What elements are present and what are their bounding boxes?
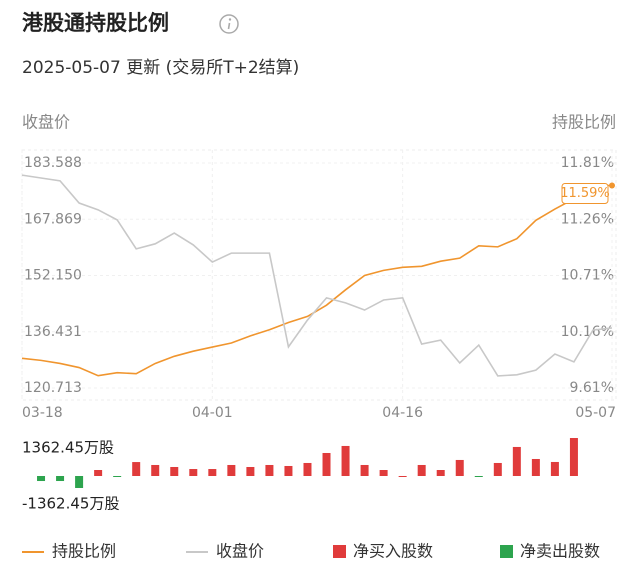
bar [360, 464, 369, 476]
bar [531, 458, 540, 476]
bar-tick-label: 1362.45万股 [22, 439, 114, 457]
y2-tick-label: 10.71% [561, 268, 614, 284]
y-tick-label: 120.713 [24, 380, 82, 396]
y-tick-label: 167.869 [24, 211, 82, 227]
bar [265, 464, 274, 476]
bar [436, 470, 445, 476]
series-line [21, 184, 612, 377]
title: 港股通持股比例 [22, 11, 169, 35]
end-dot [609, 182, 615, 189]
x-tick-label: 05-07 [575, 405, 616, 421]
y2-axis-label: 持股比例 [552, 113, 616, 132]
y2-tick-label: 11.26% [561, 211, 614, 227]
bar [474, 476, 483, 477]
bar [455, 459, 464, 476]
bar [56, 476, 65, 482]
bar [37, 476, 46, 482]
y-tick-label: 152.150 [24, 268, 82, 284]
value-label: 11.59% [560, 186, 610, 201]
bar [512, 446, 521, 476]
info-circle [219, 14, 239, 34]
info-icon[interactable] [219, 14, 239, 34]
bar [227, 464, 236, 476]
bar [189, 469, 198, 476]
y-tick-label: 183.588 [24, 155, 82, 171]
series-line [21, 174, 613, 377]
bar [341, 445, 350, 476]
bar [94, 470, 103, 476]
info-stem [227, 22, 231, 30]
value-label-box [561, 183, 609, 204]
bar [398, 476, 407, 477]
y2-tick-label: 11.81% [561, 155, 614, 171]
bar [246, 466, 255, 476]
legend-swatch [500, 545, 513, 558]
legend-label: 净卖出股数 [520, 542, 600, 561]
bar [113, 476, 122, 477]
legend-label: 持股比例 [52, 542, 116, 561]
subtitle: 2025-05-07 更新 (交易所T+2结算) [22, 58, 299, 78]
bar [493, 462, 502, 476]
bar-tick-label: -1362.45万股 [22, 495, 119, 513]
bar [284, 465, 293, 476]
legend-label: 收盘价 [216, 542, 264, 561]
x-tick-label: 04-16 [382, 405, 423, 421]
bar [550, 461, 559, 476]
y2-tick-label: 10.16% [561, 324, 614, 340]
bar [417, 464, 426, 476]
x-tick-label: 04-01 [192, 405, 233, 421]
plot-frame [21, 149, 617, 401]
x-tick-label: 03-18 [22, 405, 63, 421]
y-tick-label: 136.431 [24, 324, 82, 340]
info-dot [228, 18, 232, 21]
bar [75, 476, 84, 488]
bar [379, 470, 388, 476]
bar [170, 466, 179, 476]
y-axis-label: 收盘价 [22, 113, 70, 132]
bar [569, 438, 578, 476]
y2-tick-label: 9.61% [570, 380, 614, 396]
bar [208, 469, 217, 476]
bar [132, 462, 141, 476]
bar [303, 462, 312, 476]
bar [151, 464, 160, 476]
legend-label: 净买入股数 [353, 542, 433, 561]
legend-swatch [333, 545, 346, 558]
bar [322, 452, 331, 476]
